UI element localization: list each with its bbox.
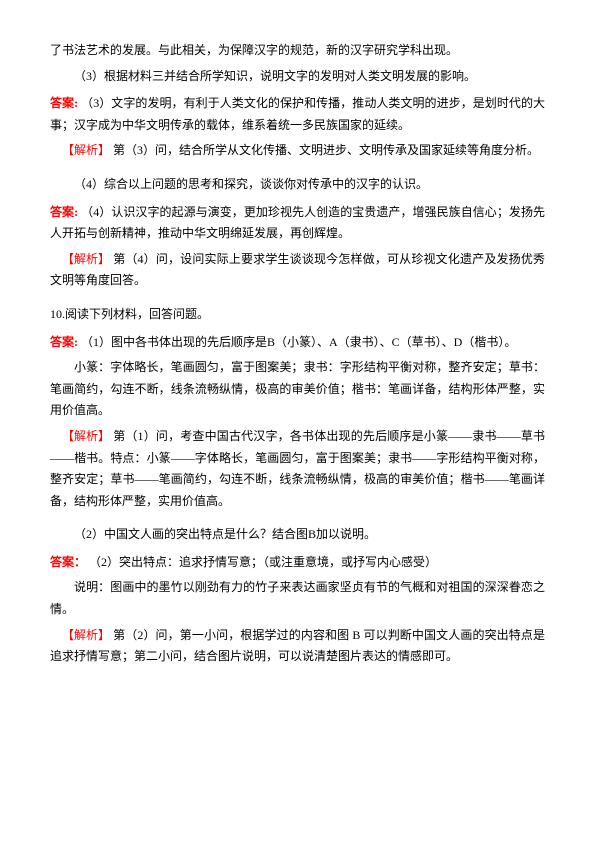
answer-text-1: （3）文字的发明，有利于人类文化的保护和传播，推动人类文明的进步，是划时代的大事… (50, 96, 545, 132)
document-content: 了书法艺术的发展。与此相关，为保障汉字的规范，新的汉字研究学科出现。 （3）根据… (50, 40, 545, 668)
answer-1-line: 答案: （3）文字的发明，有利于人类文化的保护和传播，推动人类文明的进步，是划时… (50, 93, 545, 136)
analysis-3-line: 【解析】 第（1）问，考查中国古代汉字，各书体出现的先后顺序是小篆——隶书——草… (50, 426, 545, 512)
analysis-label-2: 【解析】 (50, 249, 110, 271)
answer-label-1: 答案: (50, 96, 78, 110)
question-4-block: （2）中国文人画的突出特点是什么？结合图B加以说明。 答案： （2）突出特点：追… (50, 524, 545, 668)
answer-4-line: 答案： （2）突出特点：追求抒情写意；（或注重意境，或抒写内心感受） (50, 552, 545, 574)
question-2-block: （4）综合以上问题的思考和探究，谈谈你对传承中的汉字的认识。 答案: （4）认识… (50, 174, 545, 292)
answer-3-line: 答案: （1）图中各书体出现的先后顺序是B（小篆）、A（隶书）、C（草书）、D（… (50, 332, 545, 354)
sub-question-2: （2）中国文人画的突出特点是什么？结合图B加以说明。 (50, 524, 545, 546)
answer-label-2: 答案: (50, 205, 78, 219)
answer-2-line: 答案: （4）认识汉字的起源与演变，更加珍视先人创造的宝贵遗产，增强民族自信心；… (50, 202, 545, 245)
answer-text-3: （1）图中各书体出现的先后顺序是B（小篆）、A（隶书）、C（草书）、D（楷书）。 (81, 335, 516, 349)
analysis-label-4: 【解析】 (50, 625, 110, 647)
analysis-label-1: 【解析】 (50, 140, 110, 162)
sub-question-1-4: （4）综合以上问题的思考和探究，谈谈你对传承中的汉字的认识。 (50, 174, 545, 196)
answer-label-4: 答案： (50, 555, 86, 569)
question-10-intro: 10.阅读下列材料，回答问题。 (50, 304, 545, 326)
question-3-block: 10.阅读下列材料，回答问题。 答案: （1）图中各书体出现的先后顺序是B（小篆… (50, 304, 545, 512)
analysis-text-4: 第（2）问，第一小问，根据学过的内容和图 B 可以判断中国文人画的突出特点是追求… (50, 628, 545, 664)
answer-4-details: 说明：图画中的墨竹以刚劲有力的竹子来表达画家坚贞有节的气概和对祖国的深深眷恋之情… (50, 577, 545, 620)
answer-text-2: （4）认识汉字的起源与演变，更加珍视先人创造的宝贵遗产，增强民族自信心；发扬先人… (50, 205, 545, 241)
analysis-label-3: 【解析】 (50, 426, 110, 448)
sub-question-1-3: （3）根据材料三并结合所学知识，说明文字的发明对人类文明发展的影响。 (50, 66, 545, 88)
analysis-2-line: 【解析】 第（4）问，设问实际上要求学生谈谈现今怎样做，可从珍视文化遗产及发扬优… (50, 249, 545, 292)
answer-3-details: 小篆：字体略长，笔画圆匀，富于图案美；隶书：字形结构平衡对称，整齐安定；草书：笔… (50, 357, 545, 422)
analysis-text-3: 第（1）问，考查中国古代汉字，各书体出现的先后顺序是小篆——隶书——草书——楷书… (50, 429, 545, 508)
answer-text-4: （2）突出特点：追求抒情写意；（或注重意境，或抒写内心感受） (89, 555, 437, 569)
analysis-4-line: 【解析】 第（2）问，第一小问，根据学过的内容和图 B 可以判断中国文人画的突出… (50, 625, 545, 668)
answer-label-3: 答案: (50, 335, 78, 349)
analysis-text-1: 第（3）问，结合所学从文化传播、文明进步、文明传承及国家延续等角度分析。 (113, 143, 539, 157)
question-1-block: 了书法艺术的发展。与此相关，为保障汉字的规范，新的汉字研究学科出现。 （3）根据… (50, 40, 545, 162)
analysis-text-2: 第（4）问，设问实际上要求学生谈谈现今怎样做，可从珍视文化遗产及发扬优秀文明等角… (50, 252, 545, 288)
context-text-1: 了书法艺术的发展。与此相关，为保障汉字的规范，新的汉字研究学科出现。 (50, 40, 545, 62)
analysis-1-line: 【解析】 第（3）问，结合所学从文化传播、文明进步、文明传承及国家延续等角度分析… (50, 140, 545, 162)
